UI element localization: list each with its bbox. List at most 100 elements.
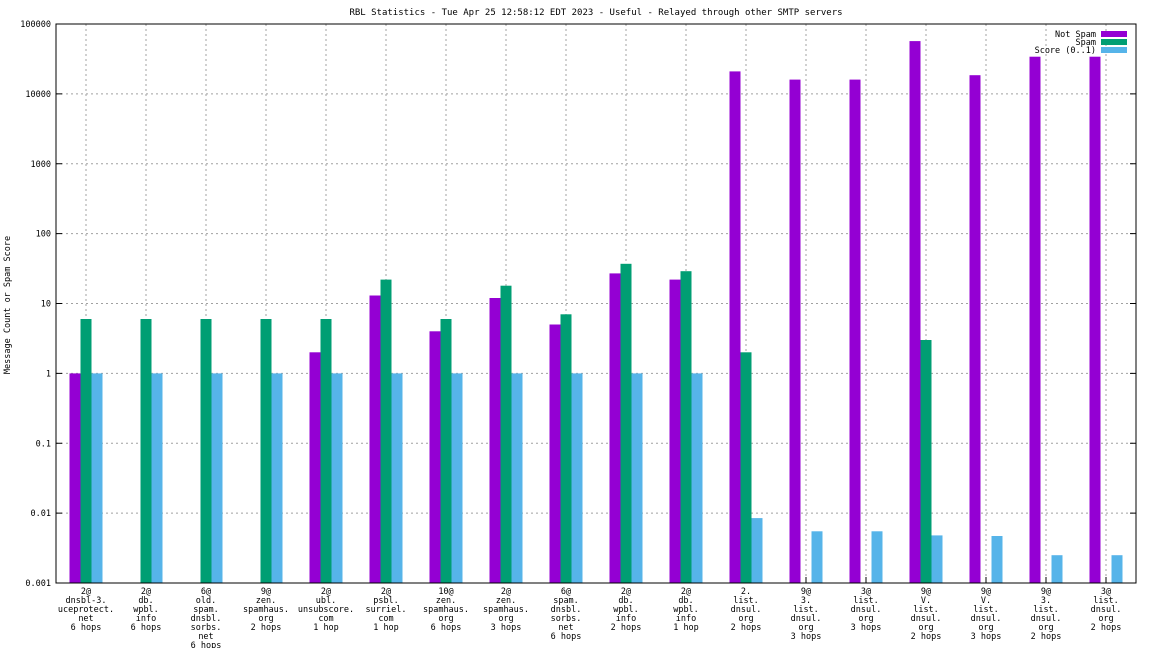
x-tick-label: info <box>616 614 636 624</box>
x-tick-label: spamhaus. <box>243 605 289 615</box>
bar-spam-7 <box>500 285 512 583</box>
x-tick-label: 6 hops <box>191 641 222 648</box>
plot-frame <box>55 23 1137 584</box>
bar-not-spam-16 <box>1029 56 1041 583</box>
x-tick-label: wpbl. <box>673 605 699 615</box>
x-tick-label: dnsul. <box>971 614 1002 624</box>
bar-score-0-1-15 <box>991 536 1003 583</box>
bar-spam-11 <box>740 352 752 583</box>
x-tick-label: dnsbl-3. <box>66 596 107 606</box>
bar-not-spam-17 <box>1089 56 1101 583</box>
x-tick-label: list. <box>1033 605 1059 615</box>
x-tick-label: 3 hops <box>971 632 1002 642</box>
bar-not-spam-6 <box>429 331 441 583</box>
x-tick-label: sorbs. <box>191 623 222 633</box>
x-tick-label: spamhaus. <box>423 605 469 615</box>
bar-score-0-1-5 <box>391 373 403 583</box>
y-tick-label: 0.01 <box>31 509 51 519</box>
bar-spam-10 <box>680 271 692 583</box>
x-tick-label: 1 hop <box>673 623 699 633</box>
x-tick-label: org <box>258 614 273 624</box>
bar-not-spam-5 <box>369 295 381 583</box>
x-tick-label: 6 hops <box>431 623 462 633</box>
x-tick-label: org <box>1038 623 1053 633</box>
bar-not-spam-13 <box>849 79 861 583</box>
x-tick-label: 3. <box>1041 596 1051 606</box>
x-tick-label: org <box>438 614 453 624</box>
x-tick-label: org <box>1098 614 1113 624</box>
x-tick-label: spam. <box>553 596 579 606</box>
x-tick-label: 2 hops <box>1091 623 1122 633</box>
x-tick-label: 2@ <box>81 587 91 597</box>
bar-score-0-1-9 <box>631 373 643 583</box>
bar-spam-0 <box>80 319 92 583</box>
x-tick-label: dnsul. <box>1091 605 1122 615</box>
x-tick-label: 6 hops <box>71 623 102 633</box>
x-tick-label: 2@ <box>501 587 511 597</box>
x-tick-label: uceprotect. <box>58 605 114 615</box>
bar-score-0-1-3 <box>271 373 283 583</box>
x-tick-label: ubl. <box>316 596 336 606</box>
y-tick-label: 100 <box>36 230 51 240</box>
x-tick-label: V. <box>981 596 991 606</box>
bar-score-0-1-14 <box>931 535 943 583</box>
x-tick-label: wpbl. <box>133 605 159 615</box>
x-tick-label: 3 hops <box>791 632 822 642</box>
bar-not-spam-9 <box>609 273 621 583</box>
x-tick-label: 9@ <box>1041 587 1051 597</box>
y-axis-label: Message Count or Spam Score <box>3 236 13 374</box>
x-tick-label: list. <box>733 596 759 606</box>
bar-spam-6 <box>440 319 452 583</box>
x-tick-label: net <box>198 632 213 642</box>
x-tick-label: 6 hops <box>131 623 162 633</box>
x-tick-label: 9@ <box>261 587 271 597</box>
y-tick-label: 1 <box>46 369 51 379</box>
x-tick-label: list. <box>973 605 999 615</box>
x-tick-label: list. <box>793 605 819 615</box>
x-tick-label: 10@ <box>438 587 453 597</box>
x-tick-label: db. <box>138 596 153 606</box>
bar-score-0-1-1 <box>151 373 163 583</box>
bar-not-spam-11 <box>729 71 741 584</box>
x-tick-label: db. <box>618 596 633 606</box>
legend-label: Score (0..1) <box>1035 46 1096 56</box>
x-tick-label: dnsul. <box>791 614 822 624</box>
x-tick-label: spam. <box>193 605 219 615</box>
x-tick-label: psbl. <box>373 596 399 606</box>
x-tick-label: net <box>78 614 93 624</box>
x-tick-label: info <box>136 614 156 624</box>
x-tick-label: 1 hop <box>373 623 399 633</box>
x-tick-label: info <box>676 614 696 624</box>
x-tick-label: org <box>738 614 753 624</box>
x-tick-label: org <box>918 623 933 633</box>
x-tick-label: 2@ <box>681 587 691 597</box>
bar-score-0-1-12 <box>811 531 823 583</box>
bar-not-spam-4 <box>309 352 321 583</box>
legend-label: Spam <box>1076 38 1096 48</box>
x-tick-label: 3@ <box>861 587 871 597</box>
bar-score-0-1-6 <box>451 373 463 583</box>
legend-label: Not Spam <box>1055 30 1096 40</box>
bar-spam-1 <box>140 319 152 583</box>
y-tick-label: 10000 <box>25 90 51 100</box>
bar-spam-4 <box>320 319 332 583</box>
bar-score-0-1-13 <box>871 531 883 583</box>
bar-not-spam-14 <box>909 41 921 584</box>
bar-not-spam-0 <box>69 373 81 583</box>
legend-swatch <box>1101 39 1127 45</box>
x-tick-label: 3@ <box>1101 587 1111 597</box>
x-tick-label: 3 hops <box>491 623 522 633</box>
bar-not-spam-12 <box>789 79 801 583</box>
x-tick-label: spamhaus. <box>483 605 529 615</box>
x-tick-label: 9@ <box>801 587 811 597</box>
x-tick-label: 6@ <box>201 587 211 597</box>
bar-score-0-1-2 <box>211 373 223 583</box>
bar-score-0-1-17 <box>1111 555 1123 583</box>
x-tick-label: zen. <box>256 596 276 606</box>
bar-score-0-1-16 <box>1051 555 1063 583</box>
bar-score-0-1-4 <box>331 373 343 583</box>
x-tick-label: 2 hops <box>611 623 642 633</box>
bars <box>69 41 1123 584</box>
bar-spam-2 <box>200 319 212 583</box>
x-tick-label: 6 hops <box>551 632 582 642</box>
